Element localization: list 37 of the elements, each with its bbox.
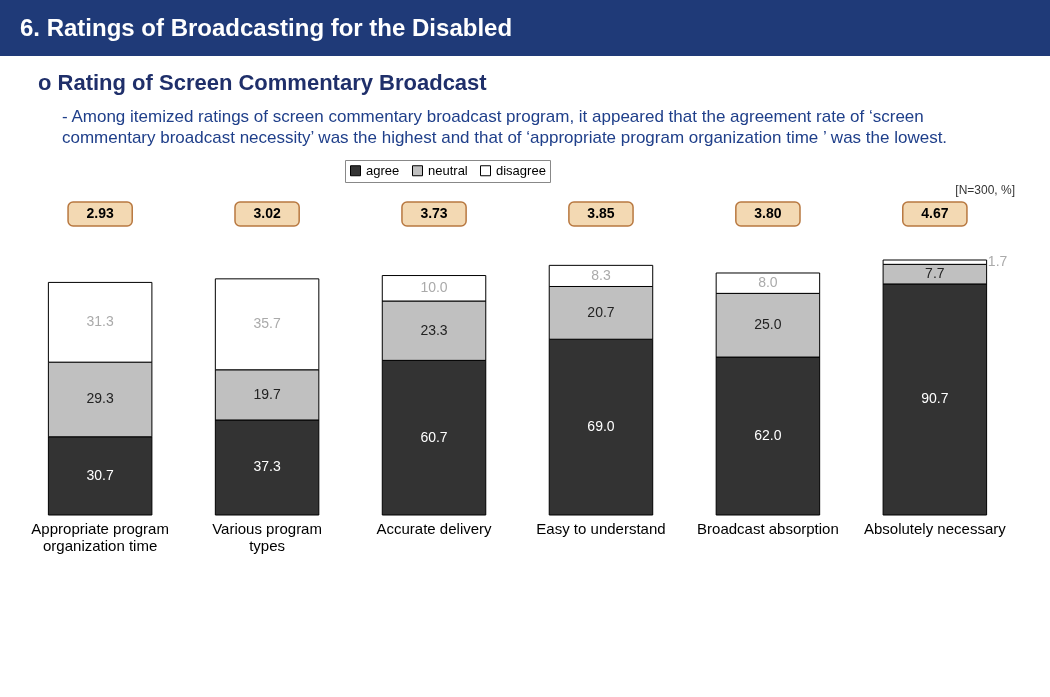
chart-subtitle: o Rating of Screen Commentary Broadcast — [38, 70, 488, 96]
data-label: 8.0 — [758, 273, 778, 290]
data-label: 62.0 — [754, 426, 782, 443]
x-tick-label: Absolutely necessary — [863, 519, 1007, 536]
text: 3.02 — [253, 204, 281, 221]
data-label: 35.7 — [253, 314, 281, 331]
legend-label: neutral — [428, 162, 468, 178]
data-label: 19.7 — [253, 385, 281, 402]
data-label: 1.7 — [987, 252, 1008, 269]
text: 4.67 — [921, 204, 949, 221]
data-label: 90.7 — [921, 389, 949, 406]
data-label: 23.3 — [420, 321, 448, 338]
data-label: 20.7 — [587, 303, 615, 320]
data-label: 8.3 — [591, 266, 611, 283]
x-tick-label: Accurate delivery — [376, 519, 493, 536]
data-label: 31.3 — [86, 312, 114, 329]
text: 3.80 — [754, 204, 782, 221]
x-tick-label: Easy to understand — [536, 519, 666, 536]
text: 3.73 — [420, 204, 448, 221]
legend-label: agree — [366, 162, 400, 178]
text: 2.93 — [86, 204, 114, 221]
text: 3.85 — [587, 204, 615, 221]
x-tick-label: Appropriate program organization time — [31, 519, 169, 553]
data-label: 29.3 — [86, 389, 114, 406]
data-label: 60.7 — [420, 428, 448, 445]
data-label: 10.0 — [420, 278, 448, 295]
data-label: 30.7 — [86, 466, 114, 483]
text: - Among itemized ratings of screen commentary broadcast program, it appeared that the agreement rate of ‘screen commentary broadcast necessity’ was the highest and that of ‘appropriate program organization time ’ was the lowest. — [62, 106, 949, 149]
data-label: 7.7 — [925, 264, 945, 281]
data-label: 25.0 — [754, 315, 782, 332]
data-label: 37.3 — [253, 457, 281, 474]
text: [N=300, %] — [955, 182, 1015, 197]
chart-title: 6. Ratings of Broadcasting for the Disabled — [0, 0, 1050, 56]
x-tick-label: Broadcast absorption — [697, 519, 839, 536]
x-tick-label: Various program types — [212, 519, 322, 553]
legend-label: disagree — [496, 162, 546, 178]
data-label: 69.0 — [587, 417, 615, 434]
